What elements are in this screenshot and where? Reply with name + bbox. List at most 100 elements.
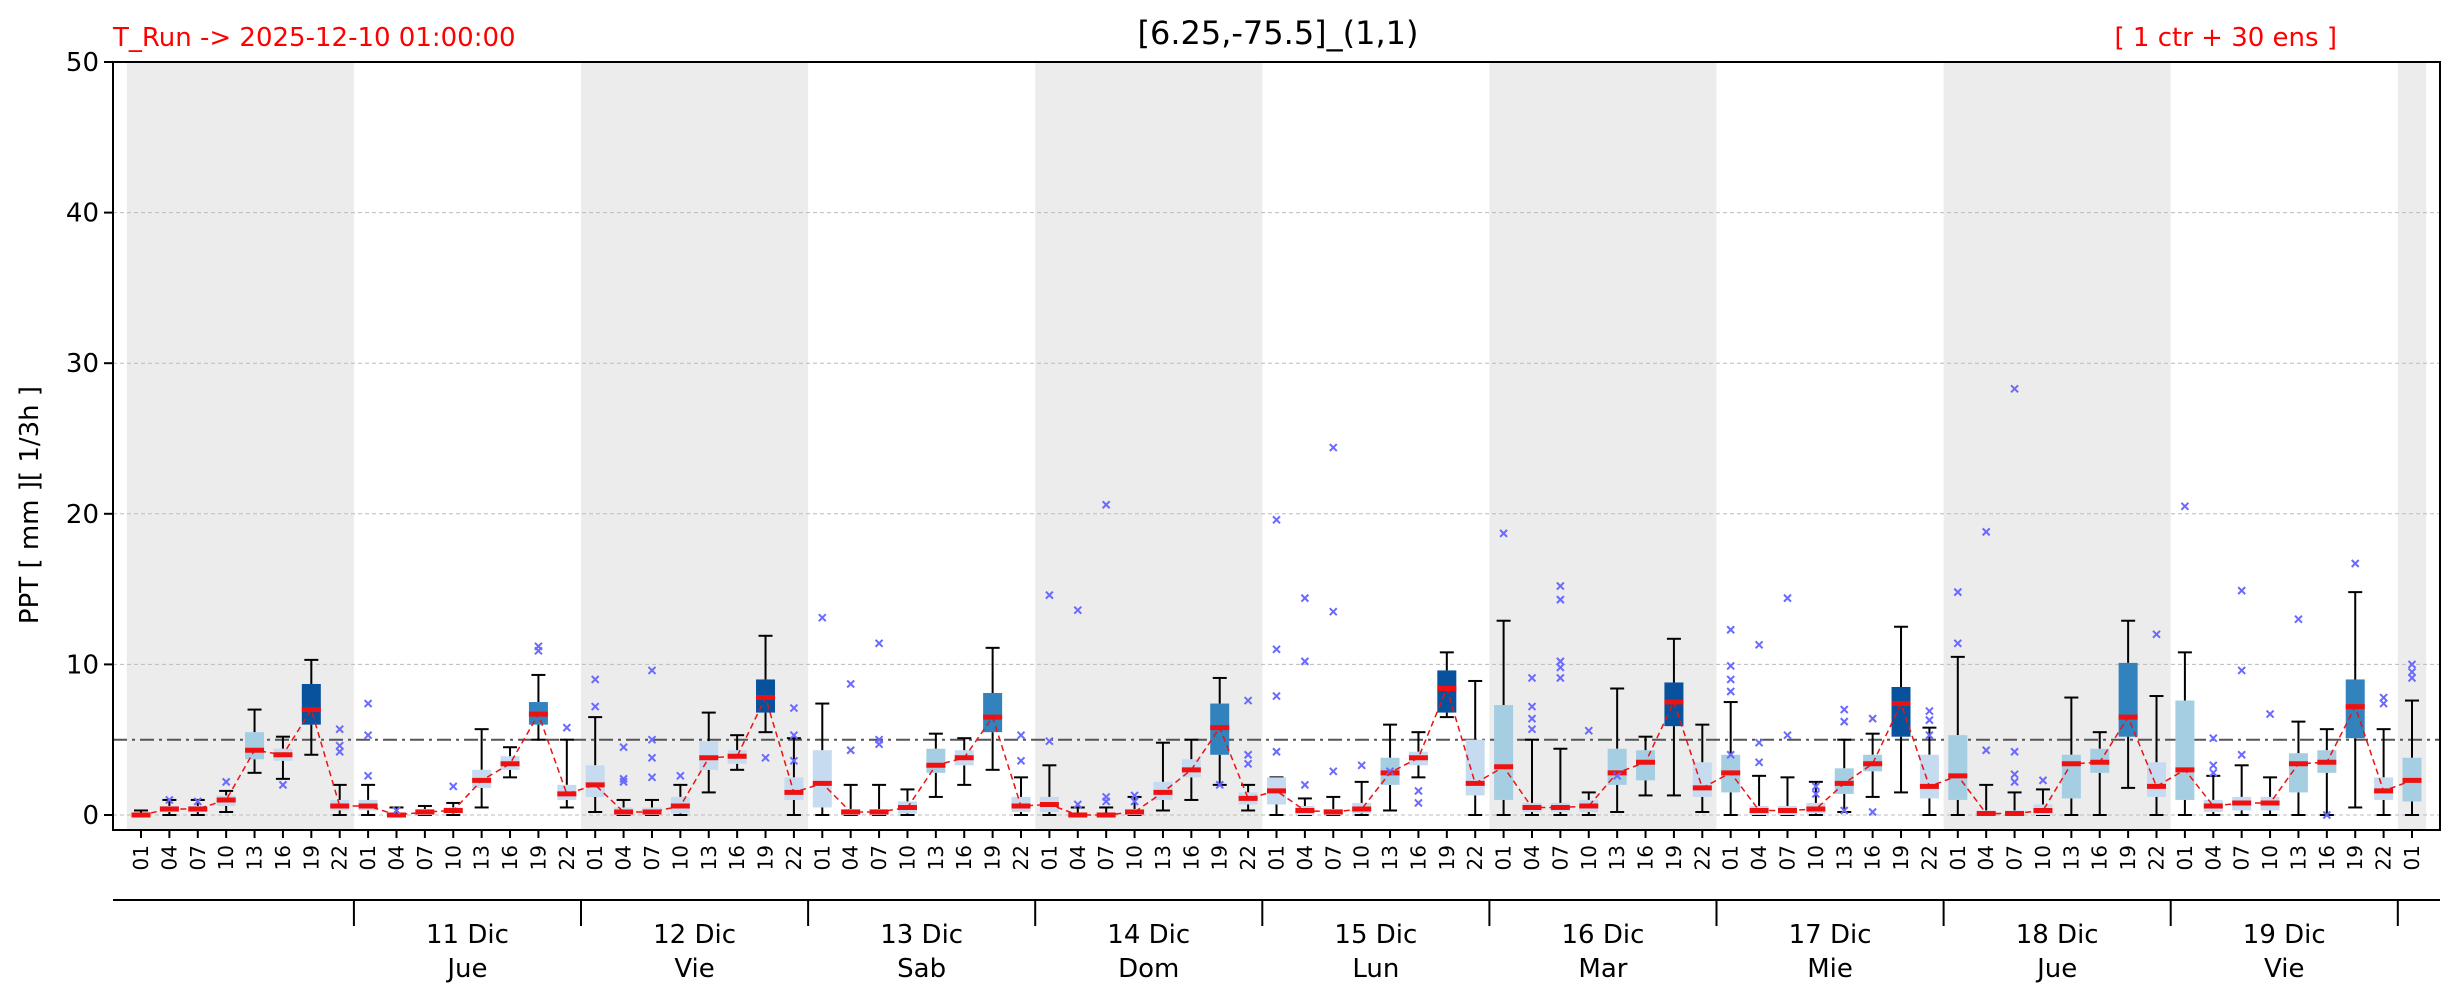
box-15 xyxy=(557,738,577,809)
x-tick-label-27: 10 xyxy=(895,845,919,870)
x-tick-label-80: 01 xyxy=(2400,845,2424,870)
x-tick-label-26: 07 xyxy=(867,845,891,870)
x-tick-label-72: 01 xyxy=(2173,845,2197,870)
iqr-box-28 xyxy=(926,748,946,773)
x-tick-label-68: 13 xyxy=(2059,845,2083,870)
outlier-110 xyxy=(2237,586,2246,595)
x-tick-label-36: 13 xyxy=(1151,845,1175,870)
x-tick-label-62: 19 xyxy=(1889,845,1913,870)
outlier-64 xyxy=(1499,529,1508,538)
x-tick-label-71: 22 xyxy=(2145,845,2169,870)
outlier-78 xyxy=(1726,675,1735,684)
iqr-box-70 xyxy=(2118,662,2138,737)
box-20 xyxy=(699,711,719,794)
x-tick-label-48: 01 xyxy=(1492,845,1516,870)
outlier-48 xyxy=(1243,750,1253,759)
outlier-26 xyxy=(789,703,799,713)
box-72 xyxy=(2175,651,2195,816)
outlier-34 xyxy=(874,740,884,749)
outlier-27 xyxy=(789,730,799,740)
box-63 xyxy=(1919,726,1939,816)
day-date-7: 17 Dic xyxy=(1789,920,1872,950)
box-10 xyxy=(415,804,435,816)
x-tick-label-51: 10 xyxy=(1577,845,1601,870)
x-tick-label-23: 22 xyxy=(782,845,806,870)
outlier-118 xyxy=(2379,699,2388,708)
outlier-102 xyxy=(2010,770,2019,779)
x-tick-label-59: 10 xyxy=(1804,845,1828,870)
box-31 xyxy=(1011,776,1031,816)
outlier-90 xyxy=(1840,806,1849,815)
box-70 xyxy=(2118,619,2138,789)
x-tick-label-46: 19 xyxy=(1435,845,1459,870)
chart-title: [6.25,-75.5]_(1,1) xyxy=(1137,14,1418,52)
x-tick-label-9: 04 xyxy=(384,845,408,870)
day-shade-4 xyxy=(1035,62,1263,830)
x-tick-label-37: 16 xyxy=(1179,845,1203,870)
x-tick-label-19: 10 xyxy=(668,845,692,870)
x-tick-label-21: 16 xyxy=(725,845,749,870)
outlier-45 xyxy=(1130,797,1139,806)
day-date-3: 13 Dic xyxy=(880,920,963,950)
x-tick-label-11: 10 xyxy=(441,845,465,870)
x-tick-label-33: 04 xyxy=(1066,845,1090,870)
box-11 xyxy=(443,801,463,816)
iqr-box-62 xyxy=(1891,686,1911,737)
x-tick-label-24: 01 xyxy=(810,845,834,870)
box-78 xyxy=(2345,591,2365,809)
iqr-box-71 xyxy=(2147,762,2167,797)
day-weekday-8: Jue xyxy=(2035,954,2077,984)
y-tick-label-0: 0 xyxy=(82,801,99,831)
outlier-100 xyxy=(2010,384,2019,394)
iqr-box-6 xyxy=(301,683,321,725)
x-tick-label-47: 22 xyxy=(1463,845,1487,870)
outliers xyxy=(165,384,2417,820)
x-tick-label-10: 07 xyxy=(413,845,437,870)
outlier-85 xyxy=(1783,730,1792,740)
outlier-86 xyxy=(1811,782,1821,791)
outlier-79 xyxy=(1726,687,1735,696)
day-date-4: 14 Dic xyxy=(1107,920,1190,950)
iqr-box-24 xyxy=(812,750,832,808)
box-12 xyxy=(472,728,492,809)
x-tick-label-55: 22 xyxy=(1690,845,1714,870)
iqr-box-4 xyxy=(245,732,265,760)
x-tick-label-45: 16 xyxy=(1406,845,1430,870)
y-axis-label: PPT [ mm ][ 1/3h ] xyxy=(15,386,45,624)
x-tick-label-1: 04 xyxy=(157,845,181,870)
outlier-40 xyxy=(1073,800,1082,809)
day-date-6: 16 Dic xyxy=(1562,920,1645,950)
outlier-32 xyxy=(874,639,884,648)
iqr-box-16 xyxy=(585,765,605,797)
outlier-109 xyxy=(2209,768,2218,778)
outlier-21 xyxy=(647,735,657,744)
x-tick-label-25: 04 xyxy=(839,845,863,870)
outlier-58 xyxy=(1329,607,1338,616)
box-40 xyxy=(1267,776,1286,816)
outlier-60 xyxy=(1357,761,1366,770)
day-date-9: 19 Dic xyxy=(2243,920,2326,950)
x-tick-label-34: 07 xyxy=(1094,845,1118,870)
outlier-7 xyxy=(363,699,373,708)
x-tick-label-73: 04 xyxy=(2201,845,2225,870)
outlier-49 xyxy=(1243,759,1253,769)
day-date-5: 15 Dic xyxy=(1334,920,1417,950)
x-tick-label-16: 01 xyxy=(583,845,607,870)
x-tick-label-77: 16 xyxy=(2315,845,2339,870)
outlier-74 xyxy=(1584,726,1593,735)
outlier-103 xyxy=(2010,777,2019,787)
outlier-105 xyxy=(2152,630,2161,639)
x-tick-label-57: 04 xyxy=(1747,845,1771,870)
iqr-box-55 xyxy=(1692,762,1712,797)
x-tick-label-32: 01 xyxy=(1037,845,1061,870)
outlier-111 xyxy=(2237,666,2246,675)
outlier-94 xyxy=(1925,715,1934,725)
outlier-50 xyxy=(1272,515,1281,525)
day-weekday-7: Mie xyxy=(1807,954,1853,984)
outlier-56 xyxy=(1300,780,1310,790)
outlier-11 xyxy=(449,782,458,791)
outlier-96 xyxy=(1953,587,1963,597)
box-26 xyxy=(869,783,889,816)
x-tick-label-17: 04 xyxy=(612,845,636,870)
box-58 xyxy=(1777,776,1797,816)
